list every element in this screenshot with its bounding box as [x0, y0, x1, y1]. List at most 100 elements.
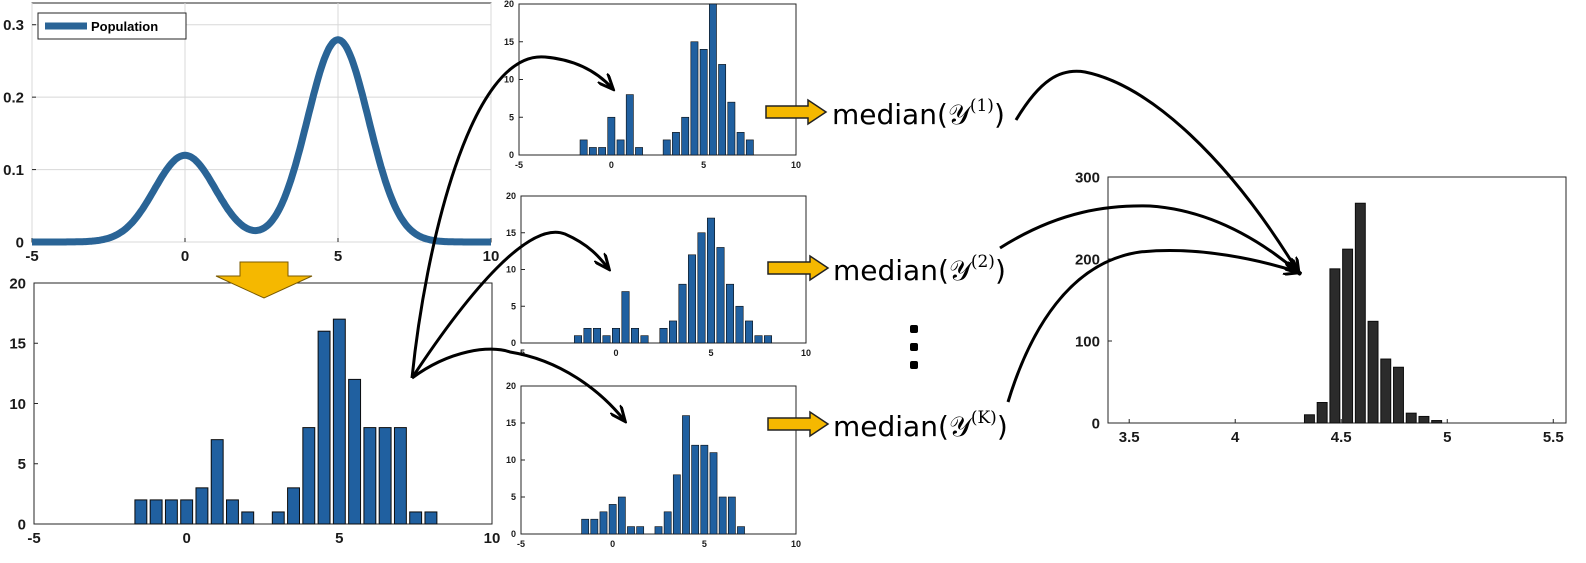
y-tick-label: 20 — [506, 191, 516, 201]
histogram-bar — [607, 116, 616, 156]
median-label-2: median(𝒴(2)) — [833, 252, 1006, 287]
ellipsis-icon — [910, 325, 918, 369]
y-tick-label: 5 — [511, 301, 516, 311]
histogram-bar — [737, 526, 745, 535]
histogram-bar — [735, 305, 744, 344]
y-tick-label: 200 — [1075, 251, 1100, 268]
histogram-bar — [332, 318, 346, 525]
histogram-bar — [763, 335, 773, 344]
x-tick-label: -5 — [517, 539, 525, 549]
plot-area — [518, 3, 797, 156]
histogram-bar — [581, 518, 590, 535]
y-tick-label: 0.2 — [3, 89, 24, 106]
plot-area — [520, 385, 797, 535]
svg-text:median(𝒴(1)): median(𝒴(1)) — [832, 96, 1005, 131]
resample-arrow-1 — [410, 55, 612, 379]
median-label-k: median(𝒴(K)) — [833, 408, 1008, 443]
y-tick-label: 0.1 — [3, 162, 24, 179]
histogram-bar — [682, 415, 690, 535]
x-tick-label: 10 — [484, 530, 501, 547]
histogram-bar — [668, 320, 678, 344]
legend-label: Population — [91, 19, 158, 34]
y-tick-label: 0 — [1092, 415, 1100, 432]
histogram-bar — [287, 487, 300, 525]
y-tick-label: 0 — [18, 516, 26, 533]
x-tick-label: -5 — [25, 248, 38, 265]
histogram-bar — [691, 444, 700, 535]
right-arrow-icon — [767, 410, 830, 438]
plot-area — [33, 282, 493, 525]
histogram-bar — [640, 335, 649, 344]
histogram-bar — [617, 496, 626, 535]
x-tick-label: 0 — [181, 248, 189, 265]
histogram-bar — [1367, 320, 1379, 424]
histogram-bar — [630, 327, 640, 344]
histogram-bar — [659, 327, 668, 344]
histogram-bar — [627, 526, 635, 535]
histogram-bar — [149, 499, 163, 525]
histogram-bar — [363, 427, 377, 525]
histogram-bar — [709, 452, 718, 535]
y-tick-label: 15 — [506, 228, 516, 238]
y-tick-label: 15 — [9, 336, 26, 353]
histogram-bar — [588, 147, 597, 156]
y-tick-label: 20 — [506, 381, 516, 391]
histogram-bar — [672, 474, 681, 535]
right-arrow-icon — [767, 254, 830, 282]
histogram-bar — [348, 378, 362, 525]
histogram-bar — [754, 335, 763, 344]
histogram-bar — [708, 3, 717, 156]
histogram-bar — [134, 499, 148, 525]
histogram-bar — [727, 101, 736, 156]
histogram-bar — [1342, 248, 1354, 424]
histogram-bar — [1380, 358, 1392, 424]
resample-arrow-2 — [410, 230, 608, 379]
right-arrow-icon — [765, 98, 828, 126]
median-arrow-k — [1006, 249, 1298, 403]
histogram-bar — [1431, 420, 1443, 424]
x-tick-label: 5.5 — [1543, 429, 1564, 446]
histogram-bar — [697, 232, 706, 344]
y-tick-label: 15 — [504, 37, 514, 47]
y-tick-label: 0 — [16, 234, 24, 251]
x-tick-label: 10 — [483, 248, 500, 265]
histogram-bar — [611, 327, 621, 344]
x-tick-label: 5 — [701, 160, 706, 170]
y-tick-label: 20 — [504, 0, 514, 9]
histogram-bar — [635, 147, 643, 156]
histogram-bar — [725, 283, 735, 344]
population-density-line — [30, 36, 493, 246]
histogram-bar — [608, 504, 617, 535]
histogram-bar — [241, 511, 255, 525]
median-arrow-2 — [999, 204, 1298, 272]
x-tick-label: 0 — [182, 530, 190, 547]
x-tick-label: 4 — [1231, 429, 1240, 446]
histogram-bar — [687, 254, 697, 344]
histogram-bar — [602, 335, 611, 344]
y-tick-label: 10 — [9, 396, 26, 413]
histogram-bar — [393, 427, 407, 525]
histogram-bar — [583, 327, 592, 344]
histogram-bar — [662, 139, 671, 156]
histogram-bar — [616, 139, 625, 156]
x-tick-label: 0 — [613, 348, 618, 358]
histogram-bar — [424, 511, 438, 525]
histogram-bar — [378, 427, 392, 525]
histogram-bar — [745, 139, 754, 156]
histogram-bar — [699, 48, 708, 156]
histogram-bar — [164, 499, 178, 525]
legend: Population — [37, 12, 187, 40]
histogram-bar — [180, 499, 194, 525]
x-tick-label: 3.5 — [1119, 429, 1140, 446]
histogram-bar — [678, 283, 687, 344]
histogram-bar — [690, 41, 699, 156]
histogram-bar — [195, 487, 209, 525]
x-tick-label: 0 — [609, 160, 614, 170]
y-tick-label: 0 — [511, 338, 516, 348]
svg-text:median(𝒴(2)): median(𝒴(2)) — [833, 252, 1006, 287]
y-tick-label: 5 — [18, 456, 26, 473]
